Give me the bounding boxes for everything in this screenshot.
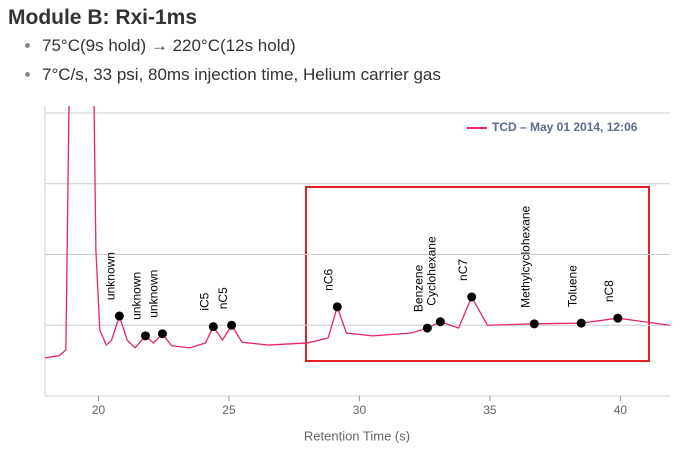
peak-marker: [435, 317, 445, 327]
peak-label: Toluene: [565, 265, 579, 307]
x-tick-label: 30: [353, 403, 367, 417]
peak-marker: [422, 323, 432, 333]
peak-marker: [157, 329, 167, 339]
peak-label: nC8: [602, 280, 616, 302]
peak-label: iC5: [197, 292, 211, 310]
bullets: 75°C(9s hold) → 220°C(12s hold) 7°C/s, 3…: [8, 36, 441, 94]
bullet: 7°C/s, 33 psi, 80ms injection time, Heli…: [42, 65, 441, 85]
x-tick-label: 40: [614, 403, 628, 417]
slide-title: Module B: Rxi-1ms: [8, 6, 198, 29]
peak-label: Cyclohexane: [425, 236, 439, 306]
peak-marker: [332, 302, 342, 312]
peak-label: unknown: [104, 252, 118, 300]
peak-label: nC5: [216, 287, 230, 309]
peak-label: Methylcyclohexane: [518, 205, 532, 307]
peak-marker: [467, 292, 477, 302]
peak-label: nC7: [456, 259, 470, 281]
highlight-box: [305, 186, 650, 362]
peak-marker: [576, 318, 586, 328]
trace: [45, 106, 670, 359]
peak-label: unknown: [147, 270, 161, 318]
peak-label: Benzene: [411, 264, 425, 312]
peak-marker: [114, 311, 124, 321]
x-tick-label: 25: [222, 403, 236, 417]
legend-label: TCD – May 01 2014, 12:06: [492, 120, 638, 134]
peak-marker: [208, 322, 218, 332]
x-axis-title: Retention Time (s): [304, 428, 410, 443]
peak-label: nC6: [321, 269, 335, 291]
peak-marker: [140, 331, 150, 341]
peak-marker: [613, 313, 623, 323]
x-tick-label: 35: [483, 403, 497, 417]
peak-marker: [529, 319, 539, 329]
x-tick-label: 20: [92, 403, 106, 417]
peak-label: unknown: [130, 272, 144, 320]
peak-marker: [227, 320, 237, 330]
bullet: 75°C(9s hold) → 220°C(12s hold): [42, 36, 441, 56]
